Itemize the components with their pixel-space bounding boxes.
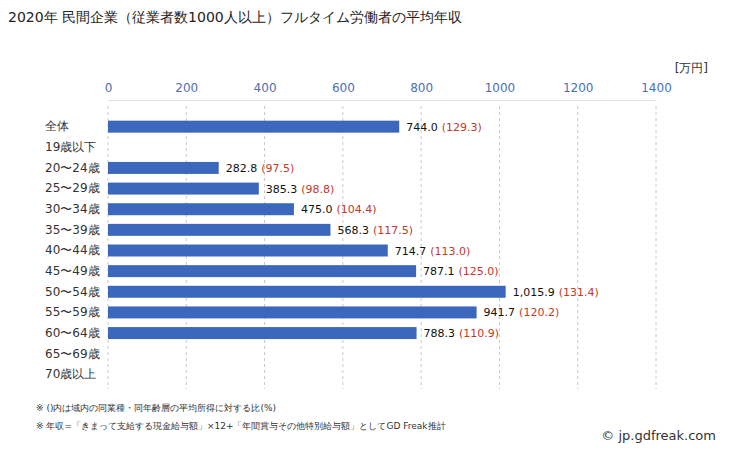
ratio-label: (110.9) bbox=[459, 327, 499, 340]
bar bbox=[108, 121, 399, 133]
ratio-label: (117.5) bbox=[373, 224, 413, 237]
bar bbox=[108, 162, 219, 174]
tick: 全体 bbox=[45, 119, 108, 133]
bar bbox=[108, 306, 477, 318]
ratio-label: (98.8) bbox=[301, 183, 334, 196]
tick: 50〜54歳 bbox=[45, 285, 108, 299]
bars bbox=[108, 121, 506, 339]
grid-line bbox=[656, 106, 657, 389]
tick: 70歳以上 bbox=[45, 367, 108, 381]
tick-label: 800 bbox=[410, 81, 433, 95]
tick-label: 1200 bbox=[563, 81, 594, 95]
tick: 600 bbox=[332, 81, 355, 100]
y-axis: 全体 19歳以下 20〜24歳 25〜29歳 30〜34歳 35〜39歳 40〜44歳 45〜… bbox=[45, 113, 109, 390]
grid-line bbox=[499, 106, 500, 389]
tick: 1000 bbox=[485, 81, 516, 100]
tick: 65〜69歳 bbox=[45, 347, 108, 361]
tick: 40〜44歳 bbox=[45, 243, 108, 257]
grid bbox=[108, 106, 656, 389]
tick: 30〜34歳 bbox=[45, 202, 108, 216]
ratio-label: (120.2) bbox=[519, 306, 559, 319]
tick-label: 20〜24歳 bbox=[45, 161, 100, 175]
data-label: 744.0 bbox=[406, 121, 438, 134]
tick: 35〜39歳 bbox=[45, 223, 108, 237]
tick-label: 全体 bbox=[45, 119, 69, 133]
tick: 55〜59歳 bbox=[45, 305, 108, 319]
bar bbox=[108, 203, 294, 215]
data-label: 788.3 bbox=[424, 327, 456, 340]
chart: 2020年 民間企業（従業者数1000人以上）フルタイム労働者の平均年収 0 200… bbox=[0, 0, 729, 451]
tick-label: 30〜34歳 bbox=[45, 202, 100, 216]
ratio-label: (125.0) bbox=[459, 265, 499, 278]
tick-label: 60〜64歳 bbox=[45, 326, 100, 340]
x-axis: 0 200 400 600 800 1000 1200 1400 bbox=[105, 81, 672, 101]
tick: 1400 bbox=[641, 81, 672, 100]
tick: 1200 bbox=[563, 81, 594, 100]
tick-label: 70歳以上 bbox=[45, 367, 96, 381]
tick-label: 600 bbox=[332, 81, 355, 95]
tick: 20〜24歳 bbox=[45, 161, 108, 175]
tick-label: 1400 bbox=[641, 81, 672, 95]
tick: 45〜49歳 bbox=[45, 264, 108, 278]
tick-label: 1000 bbox=[485, 81, 516, 95]
data-label: 941.7 bbox=[484, 306, 516, 319]
tick-label: 65〜69歳 bbox=[45, 347, 100, 361]
tick: 400 bbox=[254, 81, 277, 100]
ratio-label: (113.0) bbox=[430, 245, 470, 258]
tick-label: 50〜54歳 bbox=[45, 285, 100, 299]
tick: 0 bbox=[105, 81, 113, 100]
bar bbox=[108, 286, 506, 298]
bar bbox=[108, 183, 259, 195]
data-labels: 744.0(129.3)282.8(97.5)385.3(98.8)475.0(… bbox=[226, 121, 599, 340]
tick: 800 bbox=[410, 81, 433, 100]
bar bbox=[108, 224, 330, 236]
data-label: 714.7 bbox=[395, 245, 427, 258]
tick-label: 55〜59歳 bbox=[45, 305, 100, 319]
ratio-label: (129.3) bbox=[442, 121, 482, 134]
tick: 25〜29歳 bbox=[45, 181, 108, 195]
data-label: 475.0 bbox=[301, 203, 333, 216]
note: ※ ()内は域内の同業種・同年齢層の平均所得に対する比(%) bbox=[36, 403, 276, 413]
ratio-label: (104.4) bbox=[336, 203, 376, 216]
bar bbox=[108, 265, 416, 277]
axis-line bbox=[109, 100, 657, 101]
axis-title: [万円] bbox=[675, 61, 708, 75]
ratio-label: (131.4) bbox=[559, 286, 599, 299]
tick-label: 25〜29歳 bbox=[45, 181, 100, 195]
tick-label: 0 bbox=[105, 81, 113, 95]
tick: 19歳以下 bbox=[45, 140, 108, 154]
tick-label: 40〜44歳 bbox=[45, 243, 100, 257]
tick: 60〜64歳 bbox=[45, 326, 108, 340]
title: 2020年 民間企業（従業者数1000人以上）フルタイム労働者の平均年収 bbox=[8, 9, 462, 25]
data-label: 787.1 bbox=[423, 265, 455, 278]
bar bbox=[108, 327, 417, 339]
data-label: 568.3 bbox=[337, 224, 369, 237]
data-label: 385.3 bbox=[266, 183, 298, 196]
tick: 200 bbox=[175, 81, 198, 100]
tick-label: 400 bbox=[254, 81, 277, 95]
bar bbox=[108, 245, 388, 257]
note: ※ 年収=「きまって支給する現金給与額」×12+「年間賞与その他特別給与額」とし… bbox=[36, 421, 446, 431]
data-label: 282.8 bbox=[226, 162, 257, 175]
grid-line bbox=[577, 106, 578, 389]
tick-label: 200 bbox=[175, 81, 198, 95]
tick-label: 35〜39歳 bbox=[45, 223, 100, 237]
data-label: 1,015.9 bbox=[513, 286, 555, 299]
tick-label: 45〜49歳 bbox=[45, 264, 100, 278]
source: © jp.gdfreak.com bbox=[601, 428, 716, 443]
tick-label: 19歳以下 bbox=[45, 140, 96, 154]
ratio-label: (97.5) bbox=[261, 162, 294, 175]
